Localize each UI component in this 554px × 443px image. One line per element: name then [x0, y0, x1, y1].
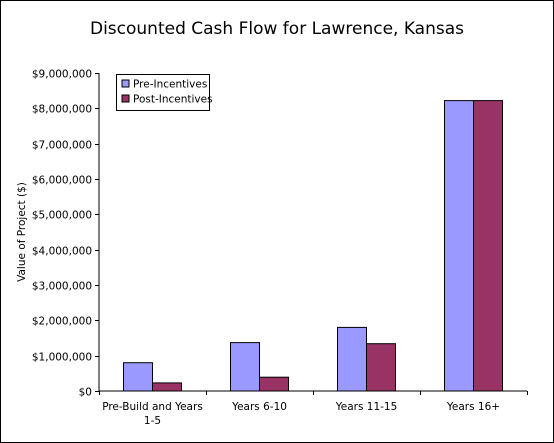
legend-swatch [121, 94, 130, 103]
legend-label: Pre-Incentives [133, 79, 207, 91]
y-tick-label: $2,000,000 [32, 316, 92, 328]
bar [473, 100, 503, 392]
bar [123, 362, 153, 392]
x-tick-label: 1-5 [144, 415, 161, 427]
bar [259, 376, 289, 392]
x-tick-label: Pre-Build and Years [102, 401, 203, 413]
x-tick-label: Years 16+ [446, 401, 500, 413]
legend-label: Post-Incentives [133, 94, 213, 106]
y-tick-label: $8,000,000 [32, 104, 92, 116]
y-tick-label: $6,000,000 [32, 175, 92, 187]
bar [337, 326, 367, 392]
y-tick-label: $9,000,000 [32, 69, 92, 81]
bar [230, 342, 260, 392]
bar [444, 100, 474, 392]
y-tick-label: $7,000,000 [32, 140, 92, 152]
y-tick-label: $3,000,000 [32, 281, 92, 293]
y-tick-label: $5,000,000 [32, 210, 92, 222]
plot-area: $0 $1,000,000 $2,000,000 $3,000,000 $4,000,0… [32, 69, 528, 427]
x-tick-label: Years 11-15 [335, 401, 398, 413]
y-axis-label: Value of Project ($) [16, 182, 28, 282]
y-tick-label: $4,000,000 [32, 246, 92, 258]
legend-box [116, 74, 210, 111]
legend-swatch [121, 79, 130, 88]
bar [152, 382, 182, 392]
bar [366, 343, 396, 392]
y-tick-label: $0 [79, 387, 92, 399]
legend: Pre-Incentives Post-Incentives [116, 74, 213, 111]
y-tick-label: $1,000,000 [32, 352, 92, 364]
x-tick-label: Years 6-10 [231, 401, 287, 413]
chart-title: Discounted Cash Flow for Lawrence, Kansa… [90, 19, 464, 39]
